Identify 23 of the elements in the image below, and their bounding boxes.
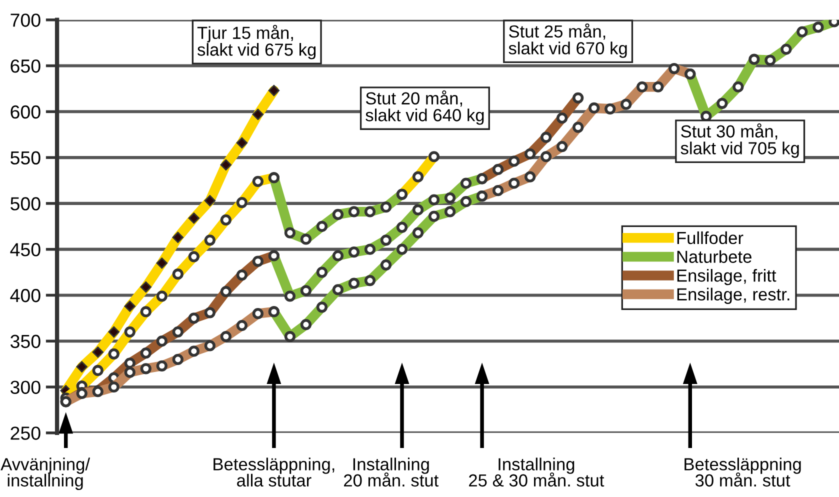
- text: Installning 25 & 30 mån. stut: [469, 458, 604, 487]
- y-tick-label: 600: [10, 105, 40, 119]
- legend-label: Fullfoder: [677, 231, 744, 244]
- annotation: Stut 30 mån, slakt vid 705 kg: [680, 123, 799, 158]
- y-tick-label: 550: [10, 151, 40, 165]
- legend-label: Naturbete: [677, 250, 752, 263]
- y-tick-label: 400: [10, 288, 40, 302]
- legend-label: Ensilage, restr.: [677, 288, 790, 304]
- text: Betessläppning, alla stutar: [214, 458, 334, 487]
- y-tick-label: 500: [10, 197, 40, 210]
- text: Installning 20 mån. stut: [344, 458, 439, 487]
- annotation: Stut 25 mån, slakt vid 670 kg: [508, 23, 627, 58]
- text: Betessläppning 30 mån. stut: [684, 458, 801, 487]
- y-tick-label: 250: [10, 426, 40, 440]
- legend-label: Ensilage, fritt: [677, 268, 776, 286]
- y-tick-label: 300: [10, 380, 40, 394]
- y-tick-label: 650: [10, 59, 40, 73]
- text: Avvänjning/ installning: [0, 458, 90, 490]
- y-tick-label: 700: [10, 14, 40, 27]
- y-tick-label: 450: [10, 243, 40, 256]
- annotation: Tjur 15 mån, slakt vid 675 kg: [197, 24, 316, 60]
- annotation: Stut 20 mån, slakt vid 640 kg: [366, 90, 484, 125]
- y-tick-label: 350: [10, 334, 40, 348]
